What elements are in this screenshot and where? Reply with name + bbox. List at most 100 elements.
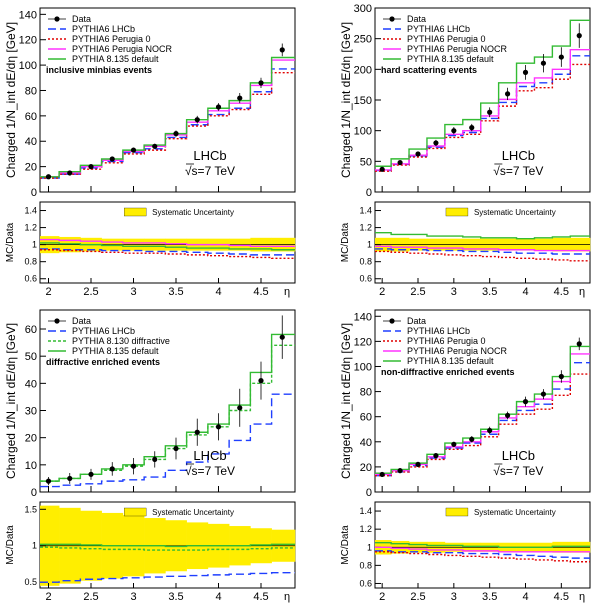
y-tick-label: 0 [31,187,37,199]
data-point [173,131,179,137]
x-tick-label: 3.5 [482,286,497,298]
y-tick-label: 60 [25,324,37,336]
x-axis-label: η [284,286,290,298]
ratio-tick-label: 1.5 [24,504,37,514]
x-tick-label: 3.5 [482,591,497,603]
legend-label: PYTHIA 8.135 default [407,54,494,64]
data-point [433,453,439,459]
data-point [130,147,137,153]
ratio-tick-label: 0.8 [359,560,372,570]
y-tick-label: 150 [354,95,372,107]
mc-ratio-line [40,249,295,259]
data-point [487,109,493,115]
experiment-label: LHCb [193,148,226,163]
legend-data-marker [389,16,395,22]
mc-ratio-line [375,551,590,563]
y-tick-label: 10 [25,460,37,472]
data-point [540,391,547,397]
legend-label: Data [72,316,91,326]
ratio-tick-label: 0.6 [359,274,372,284]
legend-label: PYTHIA 8.135 default [72,54,159,64]
x-tick-label: 2 [45,591,51,603]
mc-series-line [40,59,295,178]
mc-series-line [40,333,295,482]
ratio-tick-label: 1 [32,240,37,250]
mc-ratio-line [40,248,295,256]
x-tick-label: 4 [215,591,221,603]
x-tick-label: 2 [45,286,51,298]
energy-label: √s=7 TeV [185,464,235,478]
ratio-tick-label: 1 [367,240,372,250]
legend-label: PYTHIA 8.135 default [72,346,159,356]
x-axis-label: η [284,591,290,603]
y-tick-label: 60 [25,111,37,123]
y-tick-label: 40 [360,437,372,449]
ratio-tick-label: 0.6 [359,578,372,588]
data-point [215,104,222,110]
syst-legend-swatch [124,207,147,217]
y-tick-label: 300 [354,3,372,15]
y-tick-label: 40 [25,136,37,148]
sample-annotation: diffractive enriched events [46,357,160,367]
y-tick-label: 20 [360,462,372,474]
syst-legend-label: Systematic Uncertainty [474,508,556,517]
y-tick-label: 200 [354,64,372,76]
x-tick-label: 4 [522,286,528,298]
y-tick-label: 140 [19,9,37,21]
data-point [415,151,421,157]
x-tick-label: 2 [379,591,385,603]
y-tick-label: 0 [366,187,372,199]
ratio-axis-title: MC/Data [340,222,351,262]
mc-ratio-line [375,550,590,559]
mc-series-line [40,72,295,179]
mc-ratio-line [375,245,590,252]
y-tick-label: 100 [354,126,372,138]
y-tick-label: 100 [354,361,372,373]
x-tick-label: 2.5 [83,286,98,298]
chart-panel-3: 0 10 20 30 40 50 60 0.5 1 1.5 2 2.5 3 3.5 4 4.5 η Charged… [4,309,296,603]
data-point [522,69,529,75]
x-axis-label: η [579,286,585,298]
ratio-tick-label: 1 [367,542,372,552]
x-tick-label: 3 [130,286,136,298]
y-tick-label: 140 [354,311,372,323]
data-point [45,174,52,180]
legend-label: PYTHIA6 Perugia 0 [72,34,151,44]
legend-label: Data [72,14,91,24]
legend-label: PYTHIA6 Perugia NOCR [72,44,173,54]
syst-legend-label: Systematic Uncertainty [152,208,234,217]
mc-ratio-line [40,242,295,251]
syst-legend-swatch [445,507,469,517]
y-tick-label: 50 [25,351,37,363]
y-axis-title: Charged 1/N_int dE/dη [GeV] [4,323,18,479]
data-point [215,424,222,430]
y-tick-label: 120 [19,35,37,47]
y-tick-label: 0 [366,487,372,499]
ratio-tick-label: 1.4 [359,506,372,516]
x-tick-label: 2.5 [410,591,425,603]
data-point [469,436,475,442]
ratio-axis-title: MC/Data [340,525,351,565]
x-tick-label: 4.5 [554,286,569,298]
mc-ratio-line [375,542,590,548]
experiment-label: LHCb [193,448,226,463]
legend-label: PYTHIA6 LHCb [407,24,470,34]
x-tick-label: 3 [130,591,136,603]
x-tick-label: 2.5 [410,286,425,298]
y-tick-label: 80 [25,85,37,97]
mc-ratio-line [375,248,590,255]
legend-data-marker [54,318,60,324]
x-tick-label: 4.5 [253,591,268,603]
chart-panel-1: 0 20 40 60 80 100 120 140 0.6 0.8 1 1.2 1.4 2 2.5 3 3.5 4… [4,7,296,298]
data-point [258,378,264,384]
legend-label: PYTHIA 8.135 default [407,356,494,366]
data-point [194,429,200,435]
mc-series-line [40,56,295,178]
data-point [487,427,493,434]
legend-label: PYTHIA6 LHCb [72,24,135,34]
sample-annotation: inclusive minbias events [46,65,152,75]
data-point [194,117,200,123]
mc-series-line [375,19,590,167]
chart-panel-4: 0 20 40 60 80 100 120 140 0.6 0.8 1 1.2 1.4 2 2.5 3 3.5 4… [339,309,591,603]
data-point [279,334,285,340]
